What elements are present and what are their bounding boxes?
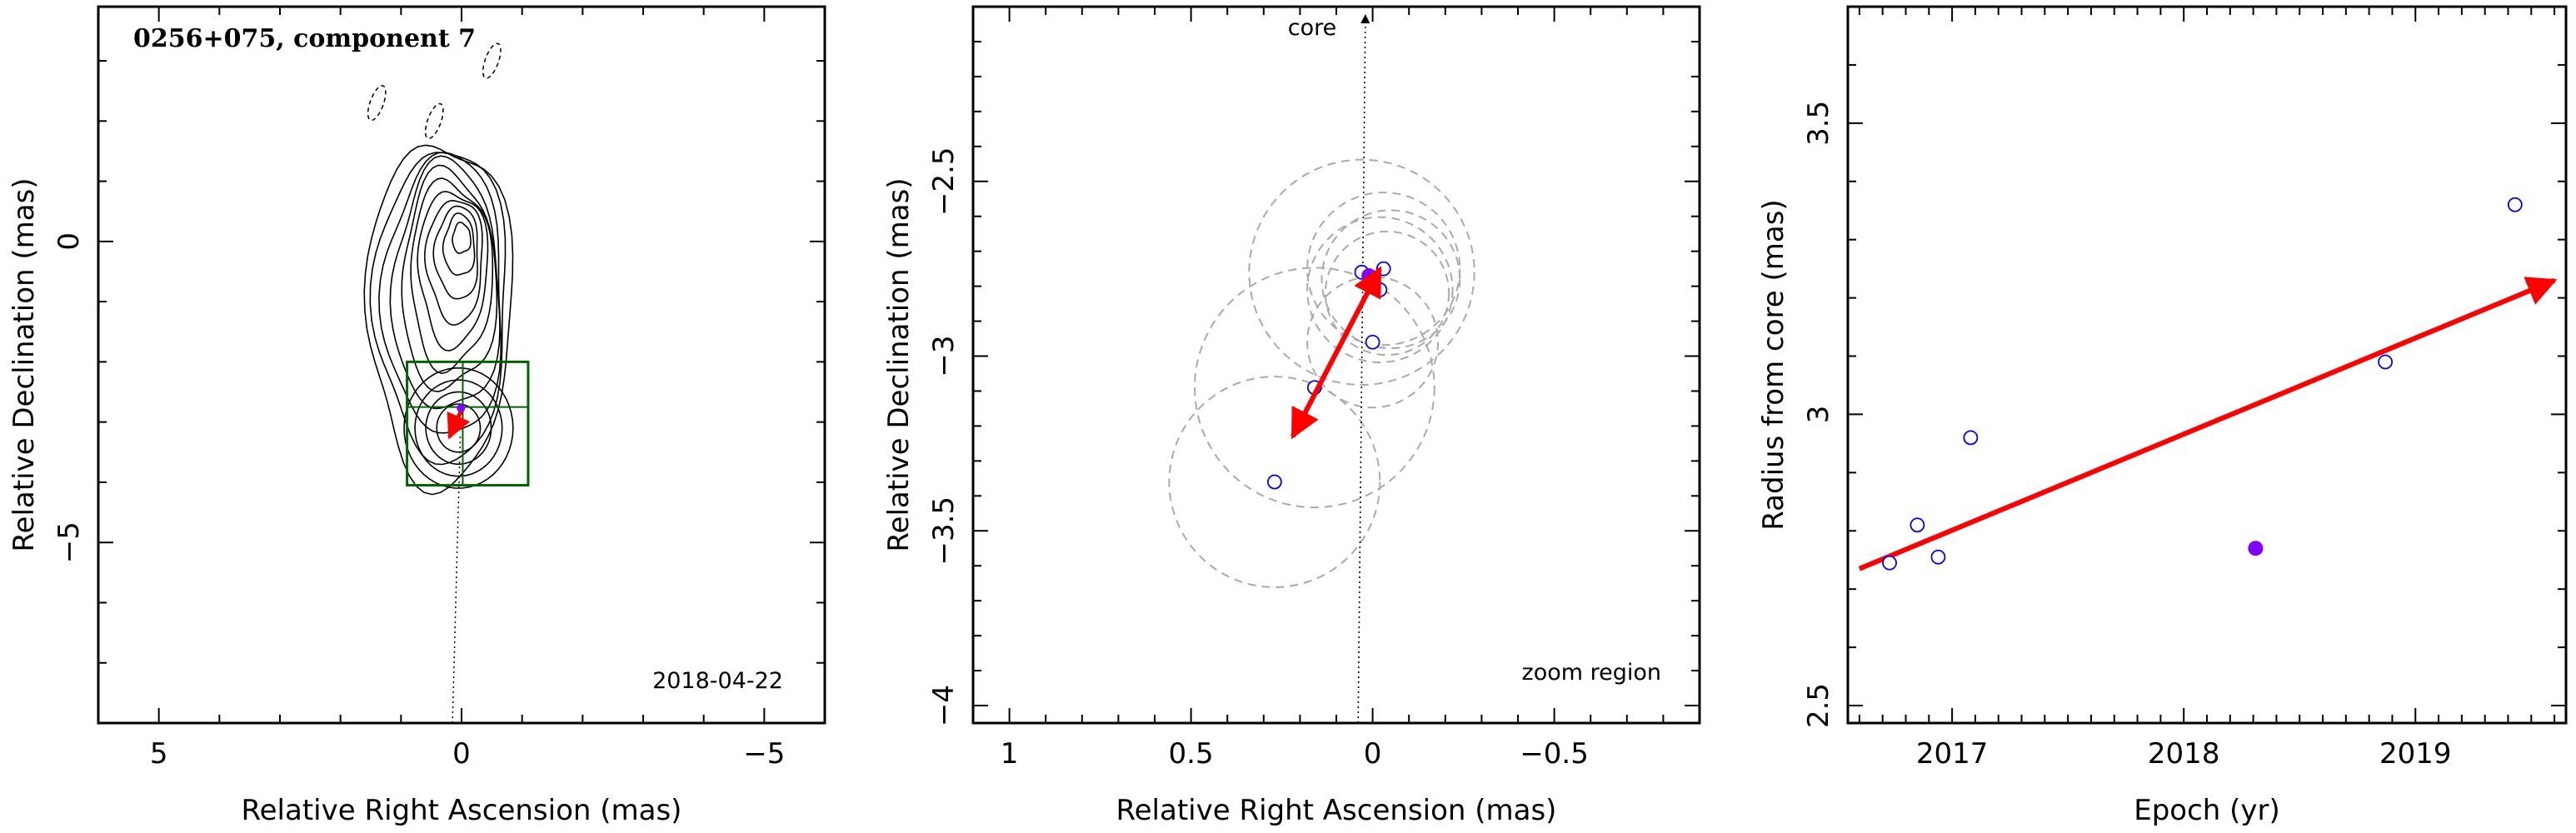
p2-frame (971, 5, 1701, 725)
panel-contour-map: 5 0 −5 0 −5 0256+075, component 7 2018-04-22… (7, 5, 826, 827)
contour-level (369, 152, 507, 466)
contour-level (363, 144, 514, 496)
component-point (457, 404, 466, 413)
epoch-point (2507, 197, 2523, 212)
p2-core-label: core (1288, 15, 1336, 41)
error-circle (1193, 267, 1435, 509)
p1-ticks: 5 0 −5 0 −5 (52, 7, 826, 771)
epoch-point (2378, 354, 2394, 370)
y-tick-label: 3.5 (1802, 101, 1835, 146)
x-tick-label: −0.5 (1520, 737, 1589, 771)
p3-y-axis-label: Radius from core (mas) (1757, 199, 1790, 530)
y-tick-label: 0 (52, 232, 86, 251)
core-direction-line (452, 434, 462, 724)
core-direction-line (1357, 13, 1370, 724)
error-circle (1324, 230, 1450, 357)
p1-data (406, 360, 530, 724)
x-tick-label: 1 (1001, 737, 1019, 771)
y-tick-label: 3 (1802, 406, 1835, 424)
p1-contours (363, 42, 514, 496)
highlight-point (2248, 541, 2264, 556)
y-tick-label: −3 (927, 335, 961, 377)
contour-level (442, 212, 476, 276)
contour-level (425, 391, 492, 465)
epoch-point (1963, 430, 1979, 446)
p3-frame (1846, 5, 2568, 725)
x-tick-label: 0.5 (1169, 737, 1214, 771)
y-tick-label: 2.5 (1802, 683, 1835, 728)
p3-data (1858, 197, 2558, 571)
fit-arrow (1858, 277, 2558, 571)
p3-ticks: 2017 2018 2019 2.5 3 3.5 (1802, 7, 2566, 771)
error-circle (1306, 192, 1461, 347)
contour-level (424, 199, 483, 326)
p1-x-axis-label: Relative Right Ascension (mas) (242, 794, 682, 827)
contour-level (389, 155, 501, 410)
negative-contour (482, 42, 502, 79)
x-tick-label: 2018 (2148, 737, 2220, 771)
contour-level (452, 222, 472, 254)
contour-level (414, 379, 503, 477)
p2-ticks: 1 0.5 0 −0.5 −4 −3.5 −3 −2.5 (927, 7, 1700, 771)
p2-zoom-region-label: zoom region (1522, 660, 1661, 686)
zoom-box (406, 360, 530, 487)
p1-y-axis-label: Relative Declination (mas) (7, 177, 41, 551)
contour-level (417, 191, 489, 352)
component-point (1266, 474, 1282, 490)
p2-x-axis-label: Relative Right Ascension (mas) (1116, 794, 1557, 827)
panel-radius-vs-epoch: 2017 2018 2019 2.5 3 3.5 Epoch (yr) Radius fr… (1757, 5, 2568, 827)
p3-x-axis-label: Epoch (yr) (2134, 794, 2280, 827)
motion-arrow (1290, 266, 1382, 440)
p2-error-circles (1168, 158, 1475, 588)
x-tick-label: 2017 (1916, 737, 1989, 771)
negative-contour (424, 102, 444, 139)
x-tick-label: −5 (743, 737, 785, 771)
x-tick-label: 0 (1364, 737, 1382, 771)
y-tick-label: −5 (52, 521, 86, 563)
p1-title: 0256+075, component 7 (133, 24, 476, 53)
y-tick-label: −3.5 (927, 496, 961, 566)
x-tick-label: 2019 (2379, 737, 2452, 771)
epoch-point (1910, 517, 1925, 533)
p1-frame (97, 5, 826, 725)
component-point (1372, 282, 1388, 297)
panel-zoom-region: 1 0.5 0 −0.5 −4 −3.5 −3 −2.5 core zoom region R… (882, 5, 1701, 827)
epoch-point (1882, 555, 1897, 571)
contour-level (403, 367, 514, 489)
x-tick-label: 5 (150, 737, 168, 771)
error-circle (1168, 376, 1381, 588)
y-tick-label: −2.5 (927, 147, 961, 216)
component-point (1365, 334, 1380, 350)
y-tick-label: −4 (927, 685, 961, 726)
negative-contour (367, 85, 387, 122)
epoch-point (1930, 549, 1946, 565)
p2-y-axis-label: Relative Declination (mas) (882, 177, 916, 551)
x-tick-label: 0 (452, 737, 471, 771)
p2-data (1266, 13, 1391, 724)
p1-date-label: 2018-04-22 (652, 668, 783, 694)
contour-level (432, 205, 478, 300)
